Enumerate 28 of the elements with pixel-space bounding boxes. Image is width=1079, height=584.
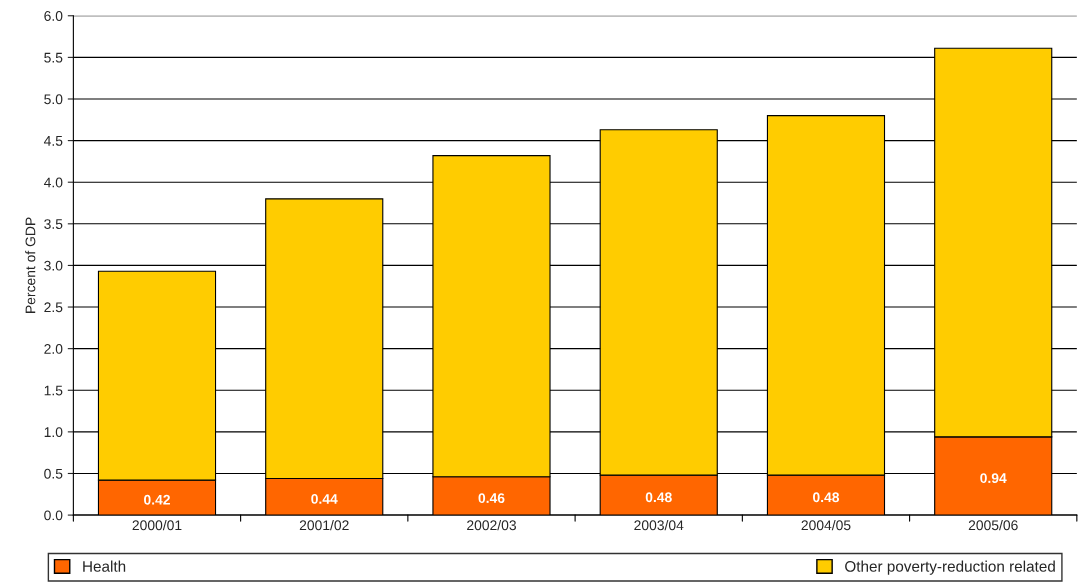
legend-label: Other poverty-reduction related [845,560,1055,575]
x-tick-label: 2005/06 [968,519,1018,531]
text: 2.0 [44,343,63,354]
text: 6.0 [44,11,63,21]
data-label: 0.48 [813,492,840,503]
text: 2.5 [44,302,63,313]
data-label: 0.42 [144,494,170,505]
x-tick-label: 2004/05 [801,519,851,531]
x-tick-label: 2003/04 [634,519,684,531]
text: 3.0 [44,260,63,271]
data-label: 0.48 [645,492,672,503]
text: 4.0 [43,177,63,188]
text: 4.5 [43,136,63,146]
data-label: 0.46 [478,493,505,503]
x-tick-label: 2001/02 [299,519,349,531]
y-axis-title: Percent of GDP [25,217,36,313]
text: 1.0 [44,427,63,438]
x-tick-label: 2000/01 [132,519,182,531]
text: 0.5 [44,468,63,479]
text: 5.5 [44,52,63,63]
text: 3.5 [44,219,63,229]
text: 0.0 [44,510,63,521]
x-tick-label: 2002/03 [467,519,516,531]
text: 1.5 [44,385,63,396]
text: 5.0 [44,94,63,105]
data-label: 0.94 [980,473,1007,484]
data-label: 0.44 [311,494,338,504]
legend-label: Health [83,560,126,572]
